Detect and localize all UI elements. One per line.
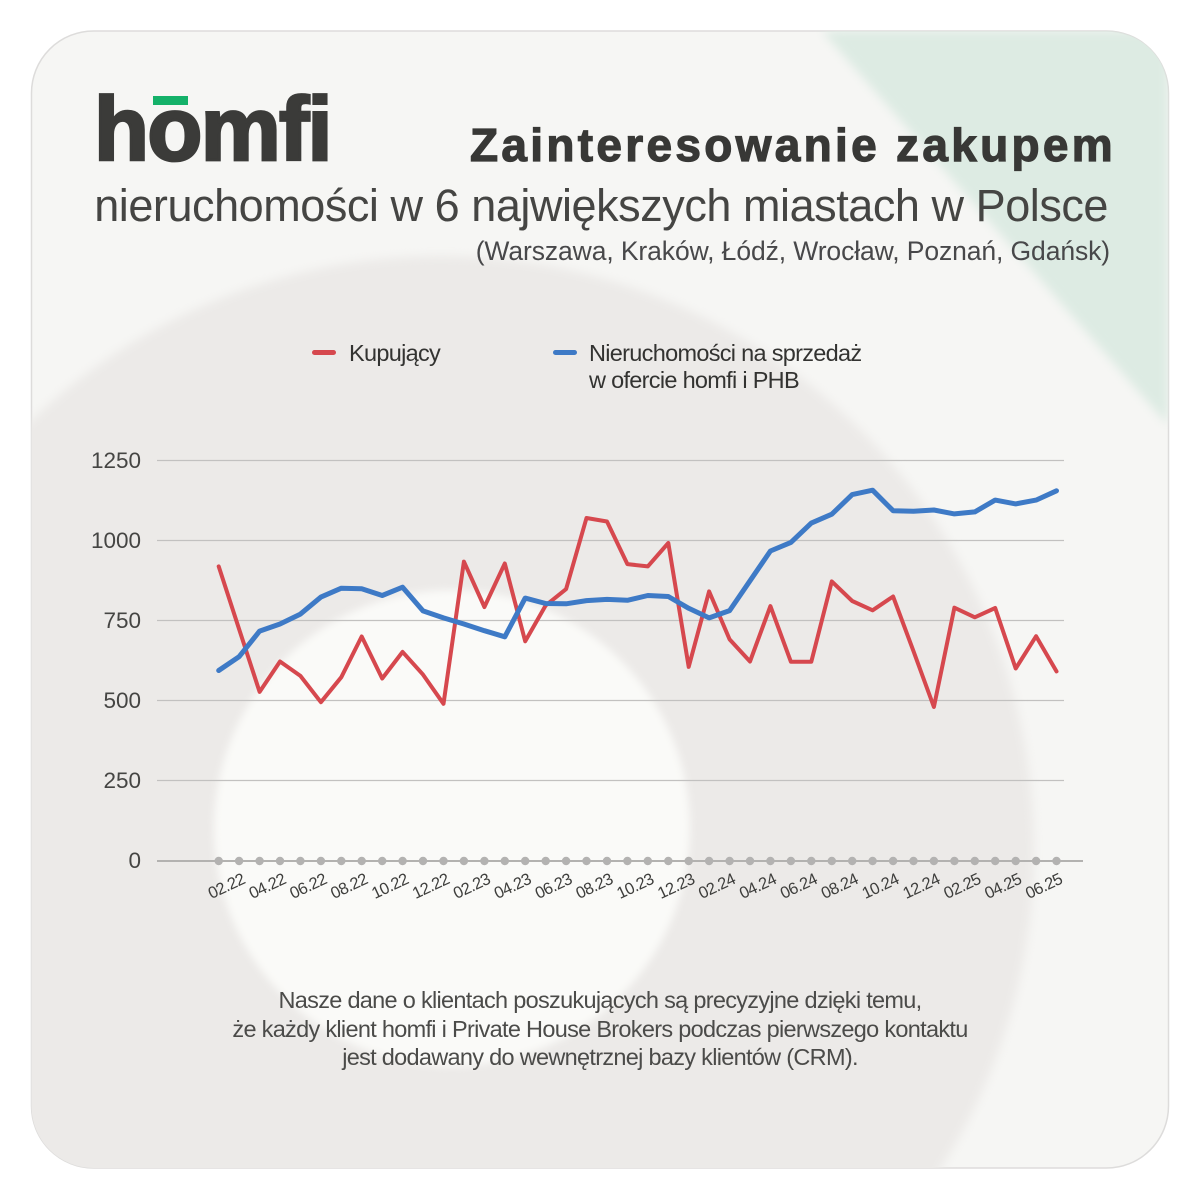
svg-text:500: 500	[103, 688, 141, 713]
svg-text:250: 250	[103, 768, 141, 793]
svg-text:Nieruchomości na sprzedaż: Nieruchomości na sprzedaż	[589, 340, 861, 366]
svg-text:1250: 1250	[91, 448, 141, 473]
svg-text:0: 0	[128, 848, 141, 873]
svg-text:750: 750	[103, 608, 141, 633]
svg-text:w ofercie homfi i PHB: w ofercie homfi i PHB	[588, 367, 799, 393]
svg-text:Kupujący: Kupujący	[349, 340, 441, 366]
svg-text:1000: 1000	[91, 528, 141, 553]
